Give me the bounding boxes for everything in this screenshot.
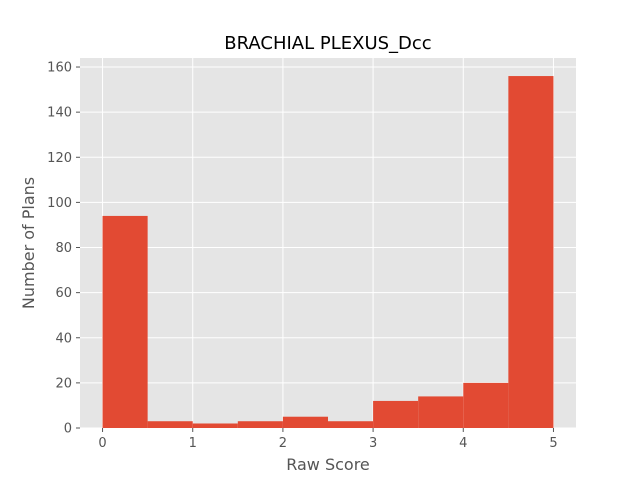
x-tick-label: 2 xyxy=(279,436,287,451)
histogram-bar xyxy=(508,76,554,429)
y-axis-ticks: 0 20 40 60 80 100 120 140 160 xyxy=(47,61,80,437)
x-tick-label: 5 xyxy=(549,436,557,451)
plot-area xyxy=(80,58,576,428)
x-tick-label: 0 xyxy=(98,436,106,451)
histogram-bar xyxy=(282,416,328,428)
histogram-bar xyxy=(237,421,283,428)
histogram-bar xyxy=(463,382,509,428)
bars xyxy=(102,76,554,429)
histogram-bar xyxy=(192,423,238,428)
y-axis-label: Number of Plans xyxy=(19,177,38,309)
y-tick-label: 0 xyxy=(64,422,72,437)
histogram-bar xyxy=(373,400,419,428)
histogram-bar xyxy=(102,215,148,428)
histogram-bar xyxy=(147,421,193,428)
y-tick-label: 20 xyxy=(55,376,72,391)
histogram-bar xyxy=(328,421,374,428)
y-tick-label: 80 xyxy=(55,241,72,256)
x-tick-label: 3 xyxy=(369,436,377,451)
x-axis-label: Raw Score xyxy=(286,455,370,474)
y-tick-label: 120 xyxy=(47,151,72,166)
y-tick-label: 140 xyxy=(47,106,72,121)
y-tick-label: 100 xyxy=(47,196,72,211)
x-tick-label: 4 xyxy=(459,436,467,451)
y-tick-label: 160 xyxy=(47,61,72,76)
chart-title: BRACHIAL PLEXUS_Dcc xyxy=(224,33,431,54)
histogram-bar xyxy=(418,396,464,428)
y-tick-label: 60 xyxy=(55,286,72,301)
x-axis-ticks: 0 1 2 3 4 5 xyxy=(98,428,558,451)
y-tick-label: 40 xyxy=(55,331,72,346)
x-tick-label: 1 xyxy=(189,436,197,451)
